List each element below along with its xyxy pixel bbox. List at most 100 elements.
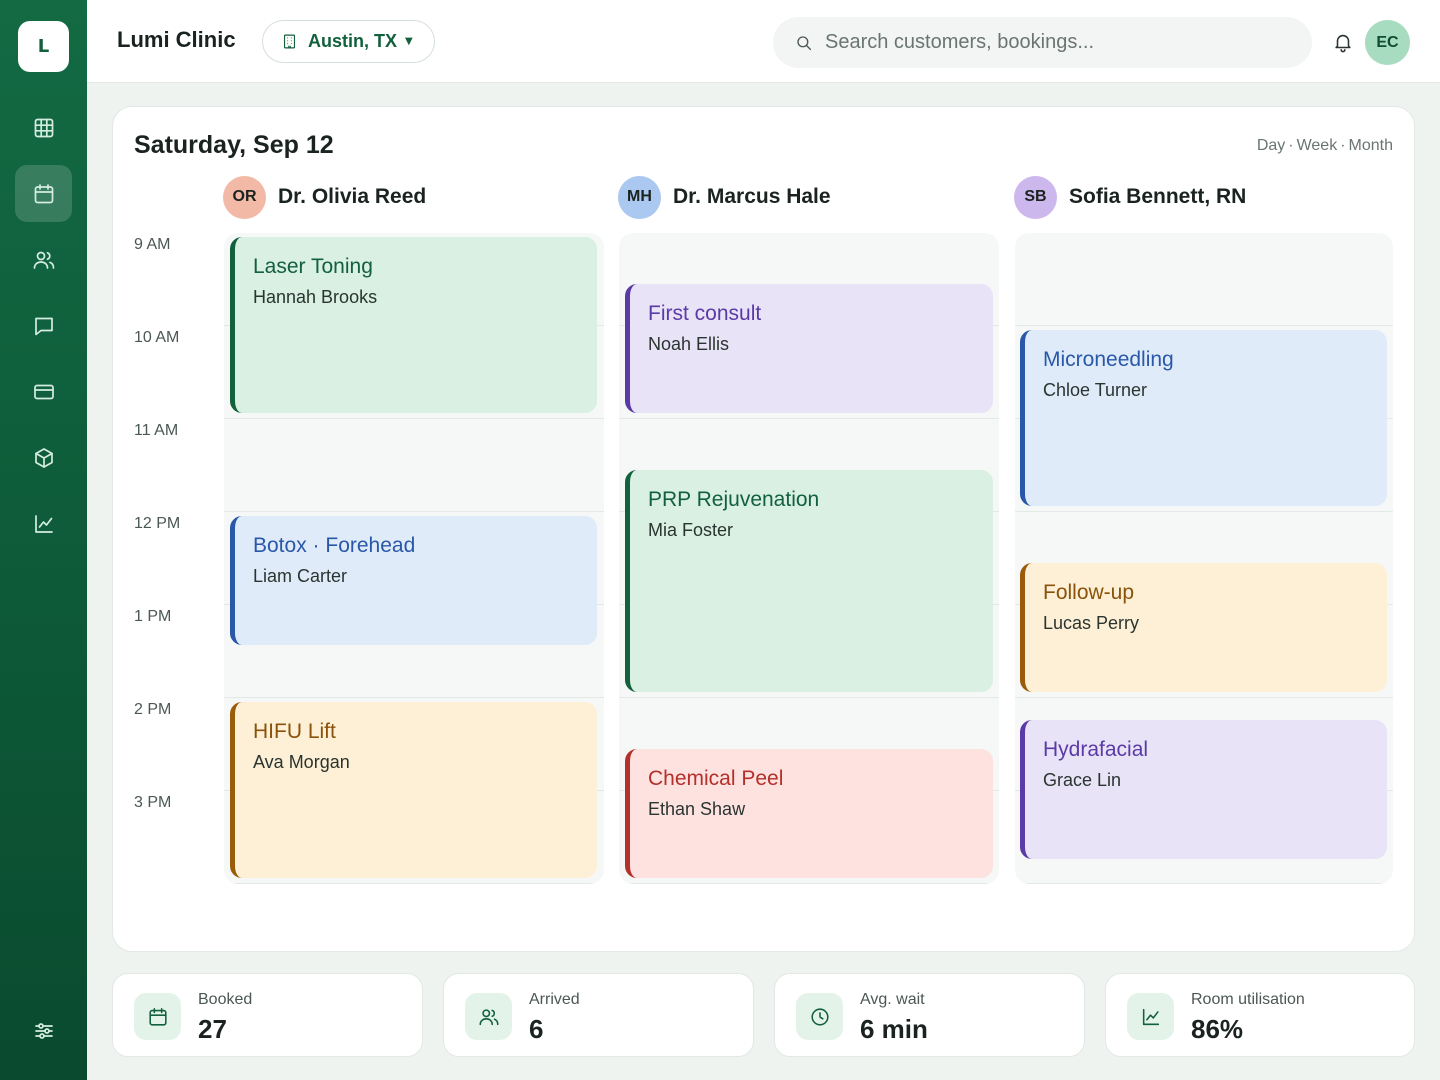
- hour-divider: [224, 511, 604, 512]
- time-label: 12 PM: [134, 515, 181, 532]
- stat-value: 6: [529, 1014, 544, 1044]
- appointment-customer: Mia Foster: [648, 520, 734, 540]
- view-separator: ·: [1288, 137, 1294, 154]
- appointment-service: HIFU Lift: [253, 720, 336, 743]
- search-bar: [773, 17, 1312, 68]
- schedule-column-olivia-reed: Laser Toning Hannah Brooks Botox · Foreh…: [224, 233, 604, 884]
- app-logo[interactable]: L: [18, 21, 69, 72]
- appointment-card[interactable]: Follow-up Lucas Perry: [1020, 563, 1387, 692]
- time-label: 1 PM: [134, 608, 172, 625]
- provider-avatar: MH: [618, 175, 661, 219]
- hour-divider: [1015, 883, 1393, 884]
- appointment-service: Chemical Peel: [648, 767, 784, 790]
- provider-header-sofia-bennett[interactable]: SB Sofia Bennett, RN: [1014, 175, 1246, 219]
- provider-avatar: OR: [223, 175, 266, 219]
- stat-card-room-utilisation: Room utilisation 86%: [1105, 973, 1415, 1057]
- clock-icon: [810, 1007, 829, 1026]
- notifications-button[interactable]: [1332, 30, 1354, 54]
- hour-divider: [224, 883, 604, 884]
- stat-label: Avg. wait: [860, 991, 925, 1008]
- appointment-card[interactable]: Botox · Forehead Liam Carter: [230, 516, 597, 645]
- appointment-service: PRP Rejuvenation: [648, 488, 820, 511]
- view-separator: ·: [1340, 137, 1346, 154]
- provider-name: Dr. Marcus Hale: [673, 185, 831, 208]
- provider-header-marcus-hale[interactable]: MH Dr. Marcus Hale: [618, 175, 831, 219]
- appointment-customer: Chloe Turner: [1043, 380, 1148, 400]
- calendar-icon: [34, 183, 53, 203]
- stat-icon-box: [465, 993, 512, 1040]
- appointment-card[interactable]: PRP Rejuvenation Mia Foster: [625, 470, 993, 692]
- appointment-service: Hydrafacial: [1043, 738, 1149, 761]
- search-icon: [797, 35, 812, 50]
- stat-icon-box: [134, 993, 181, 1040]
- payments-card-icon: [33, 384, 54, 399]
- appointment-service: Botox · Forehead: [253, 534, 416, 557]
- appointment-card[interactable]: Laser Toning Hannah Brooks: [230, 237, 597, 413]
- appointment-service: First consult: [648, 302, 762, 325]
- nav-analytics[interactable]: [15, 495, 72, 552]
- time-label: 9 AM: [134, 236, 171, 253]
- schedule-card: Saturday, Sep 12 Day · Week · Month 9 AM 10 …: [112, 106, 1415, 952]
- top-bar: Lumi Clinic Austin, TX ▼ EC: [87, 0, 1440, 83]
- time-label: 3 PM: [134, 794, 172, 811]
- building-icon: [283, 34, 296, 49]
- appointment-customer: Liam Carter: [253, 566, 348, 586]
- appointment-card[interactable]: Hydrafacial Grace Lin: [1020, 720, 1387, 859]
- nav-calendar[interactable]: [15, 165, 72, 222]
- settings-sliders-icon: [34, 1022, 53, 1039]
- location-label: Austin, TX: [308, 31, 397, 51]
- stat-icon-box: [796, 993, 843, 1040]
- clinic-name: Lumi Clinic: [117, 27, 236, 52]
- appointment-service: Follow-up: [1043, 581, 1135, 604]
- provider-avatar: SB: [1014, 175, 1057, 219]
- inventory-box-icon: [34, 447, 53, 468]
- stat-card-arrived: Arrived 6: [443, 973, 754, 1057]
- hour-divider: [1015, 325, 1393, 326]
- nav-dashboard[interactable]: [15, 99, 72, 156]
- schedule-column-sofia-bennett: Microneedling Chloe Turner Follow-up Luc…: [1015, 233, 1393, 884]
- hour-divider: [1015, 697, 1393, 698]
- stat-label: Room utilisation: [1191, 991, 1305, 1008]
- users-icon: [479, 1008, 498, 1025]
- time-label: 2 PM: [134, 701, 172, 718]
- appointment-customer: Grace Lin: [1043, 770, 1122, 790]
- appointment-customer: Ava Morgan: [253, 752, 350, 772]
- appointment-service: Laser Toning: [253, 255, 373, 278]
- appointment-card[interactable]: HIFU Lift Ava Morgan: [230, 702, 597, 878]
- location-selector[interactable]: Austin, TX ▼: [262, 20, 435, 63]
- stat-value: 86%: [1191, 1014, 1244, 1044]
- appointment-card[interactable]: Microneedling Chloe Turner: [1020, 330, 1387, 506]
- messages-icon: [34, 317, 53, 335]
- hour-divider: [619, 418, 999, 419]
- stat-value: 27: [198, 1014, 227, 1044]
- nav-payments[interactable]: [15, 363, 72, 420]
- appointment-customer: Lucas Perry: [1043, 613, 1140, 633]
- nav-customers[interactable]: [15, 231, 72, 288]
- appointment-card[interactable]: Chemical Peel Ethan Shaw: [625, 749, 993, 878]
- appointment-card[interactable]: First consult Noah Ellis: [625, 284, 993, 413]
- stat-value: 6 min: [860, 1014, 928, 1044]
- view-month-button[interactable]: Month: [1348, 137, 1393, 154]
- view-switcher: Day · Week · Month: [1257, 137, 1393, 155]
- schedule-column-marcus-hale: First consult Noah Ellis PRP Rejuvenatio…: [619, 233, 999, 884]
- search-input[interactable]: [825, 31, 1285, 54]
- trend-chart-icon: [1142, 1008, 1159, 1025]
- schedule-date: Saturday, Sep 12: [134, 131, 334, 159]
- users-icon: [33, 251, 54, 269]
- stat-card-avg-wait: Avg. wait 6 min: [774, 973, 1085, 1057]
- view-week-button[interactable]: Week: [1296, 137, 1338, 154]
- analytics-chart-icon: [34, 514, 53, 533]
- sidebar: L: [0, 0, 87, 1080]
- bell-icon: [1335, 34, 1351, 53]
- nav-inventory[interactable]: [15, 429, 72, 486]
- stat-label: Arrived: [529, 991, 580, 1008]
- provider-header-olivia-reed[interactable]: OR Dr. Olivia Reed: [223, 175, 426, 219]
- stat-icon-box: [1127, 993, 1174, 1040]
- calendar-icon: [148, 1007, 167, 1026]
- nav-settings[interactable]: [15, 1002, 72, 1059]
- view-day-button[interactable]: Day: [1256, 137, 1286, 154]
- time-label: 10 AM: [134, 329, 180, 346]
- appointment-service: Microneedling: [1043, 348, 1174, 371]
- user-avatar[interactable]: EC: [1365, 20, 1410, 65]
- nav-messages[interactable]: [15, 297, 72, 354]
